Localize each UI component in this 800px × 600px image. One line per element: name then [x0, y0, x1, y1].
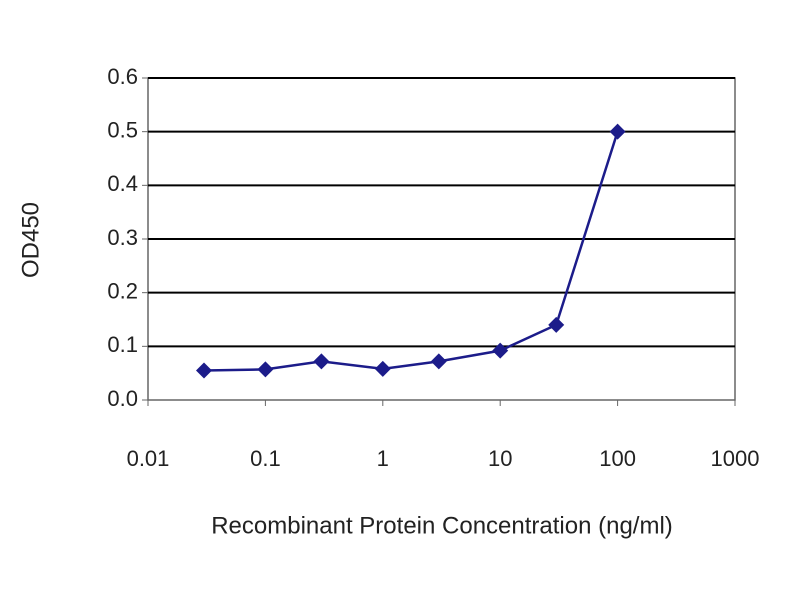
y-tick-label: 0.3 — [107, 225, 138, 250]
y-tick-label: 0.5 — [107, 117, 138, 142]
data-point — [313, 353, 330, 370]
data-point — [492, 342, 509, 359]
y-tick-label: 0.0 — [107, 386, 138, 411]
x-tick-label: 100 — [599, 446, 636, 471]
x-tick-label: 0.01 — [127, 446, 170, 471]
x-tick-label: 10 — [488, 446, 512, 471]
x-tick-label: 1000 — [711, 446, 760, 471]
data-point — [609, 123, 626, 140]
data-point — [196, 362, 213, 379]
series-line — [203, 131, 619, 372]
y-axis-title: OD450 — [17, 202, 44, 278]
data-point — [257, 361, 274, 378]
data-point — [548, 316, 565, 333]
x-axis-title: Recombinant Protein Concentration (ng/ml… — [211, 512, 673, 539]
x-tick-label: 1 — [377, 446, 389, 471]
y-tick-label: 0.2 — [107, 278, 138, 303]
x-tick-label: 0.1 — [250, 446, 281, 471]
y-tick-label: 0.6 — [107, 64, 138, 89]
data-point — [374, 360, 391, 377]
data-point — [430, 353, 447, 370]
y-tick-label: 0.4 — [107, 171, 138, 196]
y-tick-label: 0.1 — [107, 332, 138, 357]
